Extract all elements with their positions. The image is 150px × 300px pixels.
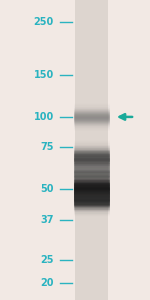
Text: 37: 37 [40, 214, 54, 225]
Text: 150: 150 [34, 70, 54, 80]
Text: 50: 50 [40, 184, 54, 194]
Text: 100: 100 [34, 112, 54, 122]
Text: 250: 250 [34, 17, 54, 27]
Text: 25: 25 [40, 255, 54, 265]
Bar [75, 0, 108, 300]
Text: 75: 75 [40, 142, 54, 152]
Text: 20: 20 [40, 278, 54, 288]
